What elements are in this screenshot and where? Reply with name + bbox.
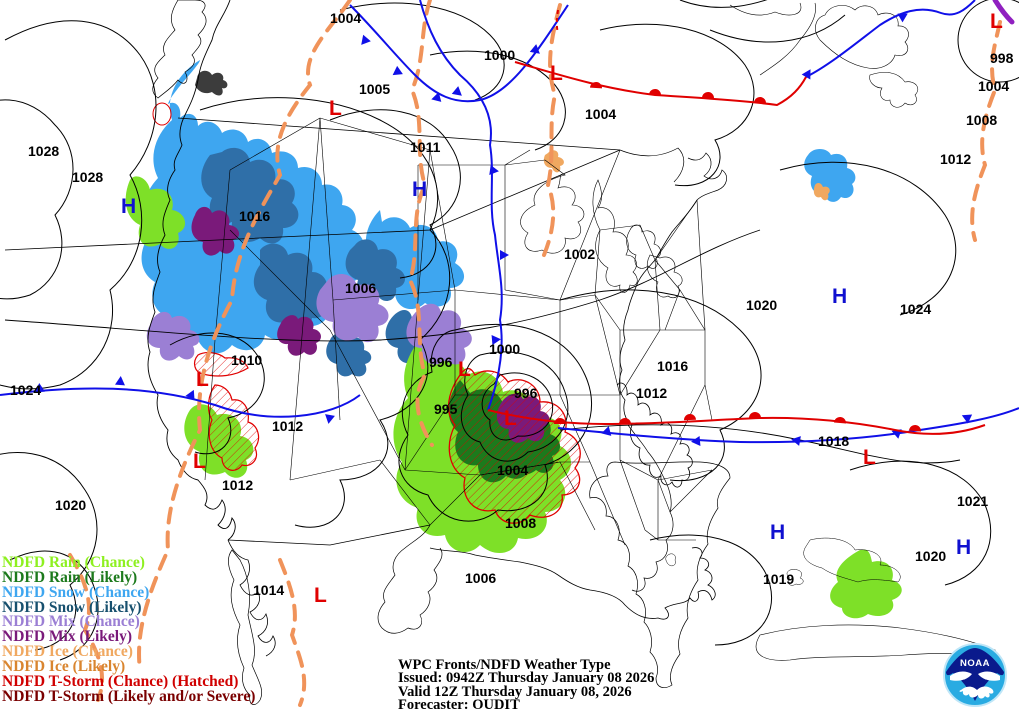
svg-text:NOAA: NOAA [960,658,990,669]
